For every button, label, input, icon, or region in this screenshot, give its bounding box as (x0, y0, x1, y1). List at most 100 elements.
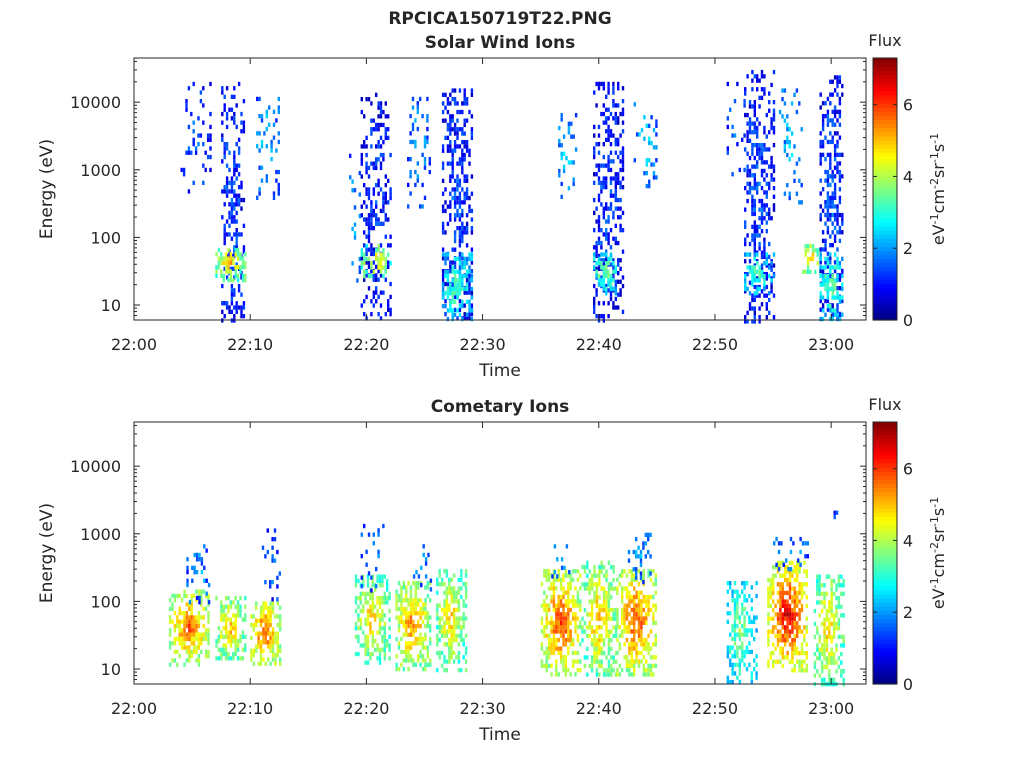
flux-cell (360, 261, 363, 266)
flux-cell (788, 144, 791, 149)
flux-cell (842, 583, 845, 588)
flux-cell (746, 130, 749, 135)
flux-cell (593, 582, 596, 587)
flux-cell (825, 626, 829, 631)
flux-cell (786, 127, 789, 132)
cometary-axes: 22:00 22:10 22:20 22:30 22:40 22:50 23:0010100… (70, 421, 867, 718)
flux-cell (453, 282, 457, 287)
flux-cell (407, 654, 410, 659)
flux-cell (765, 220, 768, 225)
flux-cell (405, 619, 408, 624)
flux-cell (371, 600, 374, 605)
flux-cell (465, 213, 469, 218)
flux-cell (470, 131, 474, 136)
flux-cell (382, 157, 385, 162)
flux-cell (788, 629, 792, 634)
flux-cell (770, 155, 773, 161)
flux-cell (422, 552, 425, 558)
flux-cell (840, 660, 843, 665)
flux-cell (405, 615, 408, 620)
flux-cell (450, 586, 453, 591)
colorbar-segment (873, 234, 897, 239)
flux-cell (784, 633, 787, 639)
flux-cell (841, 282, 844, 287)
flux-cell (590, 655, 594, 660)
flux-cell (264, 605, 267, 610)
flux-cell (188, 619, 191, 624)
flux-cell (555, 620, 558, 625)
solar-wind-x-axis-label: Time (478, 361, 521, 381)
flux-cell (760, 147, 764, 152)
flux-cell (377, 221, 380, 226)
flux-cell (600, 646, 603, 651)
flux-cell (374, 604, 377, 609)
flux-cell (836, 208, 839, 213)
flux-cell (543, 599, 546, 604)
flux-cell (362, 608, 365, 614)
flux-cell (819, 265, 822, 270)
flux-cell (614, 142, 617, 147)
flux-cell (743, 598, 746, 603)
flux-burst (360, 243, 392, 279)
flux-cell (552, 629, 556, 634)
y-tick-label: 10 (101, 660, 121, 679)
flux-cell (652, 145, 656, 150)
flux-cell (460, 586, 463, 591)
flux-cell (229, 252, 233, 257)
flux-cell (824, 273, 827, 279)
flux-cell (453, 299, 457, 304)
flux-cell (614, 625, 618, 630)
flux-cell (241, 617, 245, 622)
flux-cell (838, 316, 842, 322)
flux-cell (605, 219, 608, 224)
flux-cell (268, 105, 271, 110)
flux-cell (185, 611, 189, 616)
flux-cell (612, 90, 615, 95)
flux-cell (598, 595, 601, 600)
flux-cell (841, 83, 844, 89)
flux-cell (545, 650, 548, 656)
flux-cell (451, 195, 454, 201)
flux-cell (751, 269, 754, 274)
flux-cell (451, 281, 454, 287)
flux-cell (461, 101, 464, 106)
flux-cell (441, 273, 445, 278)
flux-cell (621, 210, 625, 216)
flux-cell (649, 571, 652, 576)
flux-cell (612, 565, 615, 570)
flux-cell (607, 81, 610, 87)
flux-cell (458, 264, 462, 269)
flux-cell (405, 641, 408, 646)
flux-cell (609, 167, 613, 173)
flux-cell (826, 200, 830, 205)
flux-cell (269, 601, 272, 606)
flux-cell (609, 262, 613, 267)
flux-cell (365, 273, 368, 278)
flux-cell (202, 163, 205, 168)
flux-cell (731, 598, 734, 603)
flux-cell (453, 307, 457, 312)
colorbar-segment (873, 98, 897, 104)
flux-cell (746, 286, 749, 292)
flux-cell (417, 585, 420, 590)
flux-cell (607, 256, 610, 261)
flux-cell (760, 273, 764, 279)
flux-cell (614, 197, 617, 203)
flux-cell (788, 157, 791, 162)
flux-burst (256, 96, 280, 200)
flux-cell (383, 630, 386, 635)
flux-cell (267, 644, 270, 649)
flux-cell (543, 625, 546, 630)
flux-cell (841, 295, 844, 300)
flux-cell (259, 653, 263, 658)
flux-cell (405, 658, 408, 663)
flux-cell (279, 657, 282, 662)
flux-cell (777, 549, 781, 555)
flux-cell (729, 611, 732, 616)
flux-cell (202, 103, 205, 108)
flux-cell (258, 148, 261, 153)
flux-cell (733, 649, 737, 655)
flux-cell (576, 594, 580, 600)
flux-cell (222, 256, 225, 261)
flux-cell (448, 603, 451, 608)
